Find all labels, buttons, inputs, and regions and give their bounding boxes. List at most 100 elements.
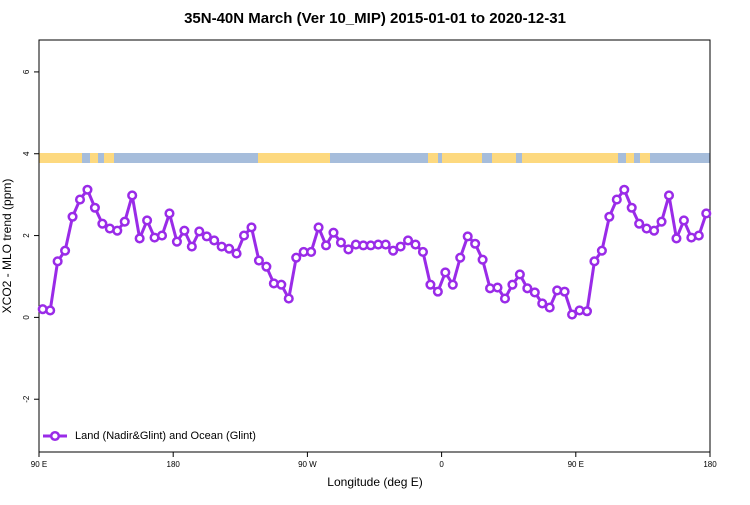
y-tick-label: 0: [22, 315, 31, 320]
data-point: [156, 230, 168, 241]
data-point: [425, 279, 436, 290]
data-point: [701, 208, 712, 219]
data-point: [410, 239, 421, 250]
data-point: [142, 215, 153, 226]
data-point: [45, 305, 56, 316]
data-point: [261, 261, 272, 272]
data-point: [611, 194, 622, 205]
land-band: [104, 153, 114, 163]
ocean-band: [39, 153, 710, 163]
data-point: [671, 233, 682, 244]
data-point: [97, 218, 108, 229]
data-point: [559, 286, 570, 297]
plot-frame: [38, 39, 711, 453]
land-band: [626, 153, 634, 163]
data-point: [403, 235, 414, 246]
data-point: [388, 245, 399, 256]
data-point: [231, 248, 242, 259]
data-point: [380, 239, 391, 250]
land-band: [640, 153, 650, 163]
data-point: [201, 231, 212, 242]
data-point: [544, 302, 555, 313]
data-point: [60, 245, 71, 256]
x-tick-label: 90 E: [568, 460, 584, 469]
data-point: [224, 243, 235, 254]
data-point: [596, 245, 607, 256]
land-band: [428, 153, 438, 163]
data-point: [306, 246, 317, 257]
data-point: [477, 254, 488, 265]
data-point: [253, 255, 264, 266]
data-point: [693, 230, 704, 241]
data-point: [194, 226, 205, 237]
y-axis-label: XCO2 - MLO trend (ppm): [0, 179, 14, 314]
data-point: [74, 194, 86, 205]
data-point: [291, 252, 302, 263]
data-point: [89, 202, 100, 213]
data-point: [179, 225, 190, 236]
data-point: [470, 238, 481, 249]
data-point: [537, 298, 548, 309]
data-point: [440, 267, 451, 278]
data-point: [507, 279, 518, 290]
legend-marker: [49, 430, 61, 442]
data-point: [335, 237, 347, 248]
data-point: [171, 236, 182, 247]
data-point: [320, 240, 332, 251]
data-point: [52, 256, 63, 267]
y-tick-label: -2: [22, 395, 31, 403]
data-point: [499, 293, 511, 304]
series-line: [42, 186, 708, 317]
data-point: [119, 216, 130, 227]
land-band: [492, 153, 516, 163]
land-band: [442, 153, 482, 163]
x-tick-label: 180: [703, 460, 717, 469]
data-point: [417, 246, 429, 257]
data-point: [127, 190, 138, 201]
data-point: [663, 190, 675, 201]
y-tick-label: 2: [22, 233, 31, 238]
data-point: [112, 225, 123, 236]
x-tick-label: 90 E: [31, 460, 47, 469]
data-point: [209, 235, 220, 246]
data-point: [462, 231, 473, 242]
data-point: [589, 256, 600, 267]
data-point: [283, 293, 294, 304]
legend-label: Land (Nadir&Glint) and Ocean (Glint): [75, 430, 256, 442]
data-point: [634, 218, 645, 229]
x-tick-label: 0: [439, 460, 444, 469]
x-axis-label: Longitude (deg E): [327, 475, 422, 489]
data-point: [246, 222, 257, 233]
data-point: [656, 216, 667, 227]
data-point: [514, 269, 525, 280]
data-point: [649, 225, 660, 236]
data-point: [395, 241, 406, 252]
data-point: [522, 283, 533, 294]
land-band: [39, 153, 82, 163]
chart-title: 35N-40N March (Ver 10_MIP) 2015-01-01 to…: [184, 10, 566, 27]
x-tick-label: 90 W: [298, 460, 317, 469]
land-band: [522, 153, 618, 163]
data-point: [581, 306, 593, 317]
data-point: [455, 252, 466, 263]
data-point: [529, 287, 540, 298]
land-band: [90, 153, 98, 163]
y-tick-label: 4: [22, 151, 31, 156]
data-point: [678, 215, 689, 226]
data-point: [492, 282, 503, 293]
data-point: [134, 233, 145, 244]
data-point: [567, 309, 578, 320]
data-point: [343, 244, 354, 255]
data-point: [328, 227, 339, 238]
y-tick-label: 6: [22, 69, 31, 74]
data-point: [604, 211, 615, 222]
data-point: [82, 184, 93, 195]
x-tick-label: 180: [167, 460, 181, 469]
data-point: [186, 241, 197, 252]
data-point: [238, 230, 250, 241]
land-ocean-band: [39, 153, 710, 163]
data-point: [164, 208, 175, 219]
data-point: [432, 286, 443, 297]
data-point: [619, 184, 630, 195]
